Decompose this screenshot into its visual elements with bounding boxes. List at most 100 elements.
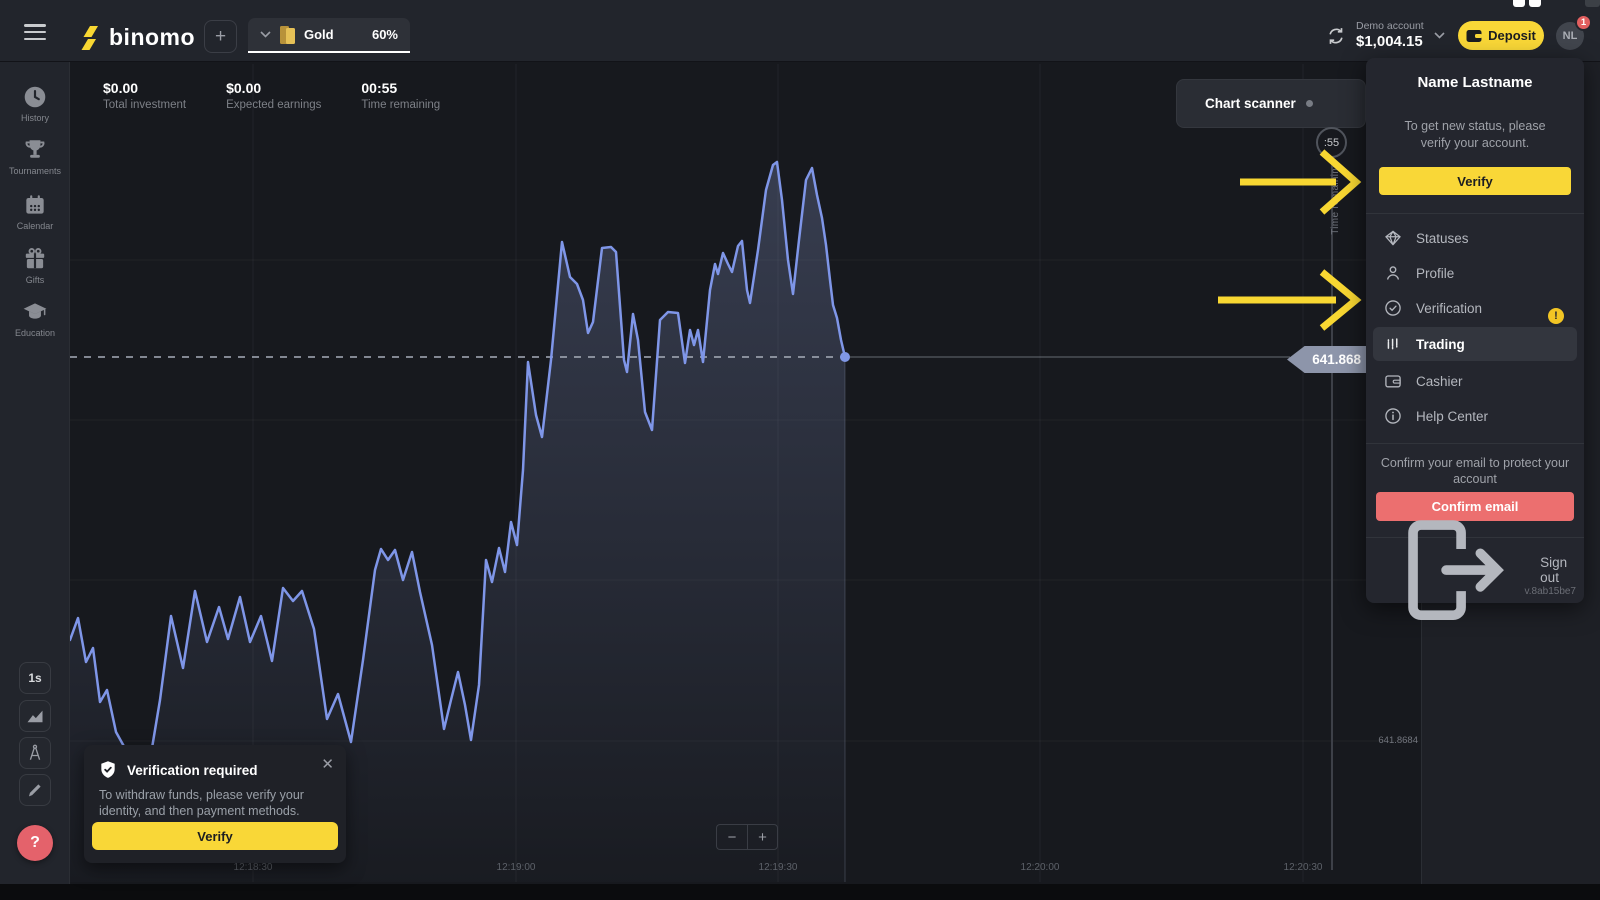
candles-chart-icon <box>1387 338 1398 350</box>
trophy-icon <box>25 140 45 158</box>
timeframe-label: 1s <box>28 671 42 685</box>
menu-item-help-center[interactable]: Help Center <box>1373 399 1577 433</box>
pencil-icon <box>29 784 41 797</box>
help-button[interactable]: ? <box>17 825 53 861</box>
sidebar-item-label: Education <box>14 328 56 338</box>
sign-out-button[interactable]: Sign out <box>1373 520 1577 620</box>
binomo-bolt-icon <box>81 25 98 50</box>
deposit-label: Deposit <box>1488 28 1536 43</box>
history-clock-icon <box>24 86 46 108</box>
deadline-timer-value: :55 <box>1323 136 1340 149</box>
area-chart-icon <box>27 710 43 723</box>
stat-total-investment: $0.00 Total investment <box>103 80 186 111</box>
diamond-icon <box>1385 230 1401 246</box>
check-circle-icon <box>1385 300 1401 316</box>
chart-scanner-label: Chart scanner <box>1205 96 1296 111</box>
asset-tab-gold[interactable]: Gold 60% <box>248 18 410 53</box>
add-asset-button[interactable]: + <box>204 20 237 53</box>
timeframe-button[interactable]: 1s <box>19 662 51 694</box>
drawing-tool-button[interactable] <box>19 774 51 806</box>
binomo-logo[interactable]: binomo <box>80 24 195 51</box>
notification-badge: 1 <box>1575 14 1592 31</box>
menu-item-label: Profile <box>1416 265 1455 281</box>
graduation-cap-icon <box>23 303 47 319</box>
drafting-compass-icon <box>29 744 41 760</box>
menu-item-statuses[interactable]: Statuses <box>1373 221 1577 255</box>
indicators-button[interactable] <box>19 737 51 769</box>
avatar-initials: NL <box>1562 30 1578 42</box>
confirm-email-button[interactable]: Confirm email <box>1376 492 1574 521</box>
sidebar-item-tournaments[interactable]: Tournaments <box>0 137 70 176</box>
stat-value: $0.00 <box>226 80 262 96</box>
account-panel: Name Lastname To get new status, please … <box>1366 58 1584 620</box>
notification-count: 1 <box>1580 17 1587 28</box>
overlay-clip-bar-icon <box>1513 0 1525 7</box>
stat-label: Time remaining <box>361 99 441 111</box>
overlay-clip-bar-icon <box>1529 0 1541 7</box>
chart-type-button[interactable] <box>19 700 51 732</box>
zoom-in-button[interactable]: + <box>747 824 778 850</box>
sign-out-label: Sign out <box>1540 555 1568 585</box>
gift-icon <box>25 248 45 269</box>
sidebar-item-history[interactable]: History <box>0 84 70 123</box>
time-tick: 12:18:30 <box>233 862 273 873</box>
current-price-tag: 641.868 <box>1287 346 1367 373</box>
time-tick: 12:20:30 <box>1283 862 1323 873</box>
chart-scanner-button[interactable]: Chart scanner <box>1176 79 1366 128</box>
price-chart-svg[interactable] <box>70 62 1421 884</box>
sidebar-item-education[interactable]: Education <box>0 299 70 338</box>
account-holder-name: Name Lastname <box>1417 74 1533 91</box>
trade-stats: $0.00 Total investment $0.00 Expected ea… <box>103 80 440 111</box>
time-remaining-axis-label: Time remaining <box>1330 162 1341 235</box>
person-icon <box>1386 266 1400 280</box>
close-icon[interactable]: ✕ <box>321 756 334 773</box>
deadline-timer-badge: :55 <box>1316 127 1347 158</box>
verification-warning-badge: ! <box>1548 308 1564 324</box>
menu-item-label: Trading <box>1416 336 1465 352</box>
menu-item-cashier[interactable]: Cashier <box>1373 364 1577 398</box>
menu-item-trading[interactable]: Trading <box>1373 327 1577 361</box>
menu-item-label: Help Center <box>1416 408 1489 424</box>
account-selector[interactable]: Demo account $1,004.15 <box>1356 20 1434 50</box>
time-tick: 12:20:00 <box>1020 862 1060 873</box>
zoom-out-button[interactable]: − <box>716 824 747 850</box>
asset-payout: 60% <box>371 27 398 42</box>
info-circle-icon <box>1385 408 1401 424</box>
menu-hamburger-icon[interactable] <box>24 24 46 40</box>
refresh-balance-icon[interactable] <box>1326 26 1346 46</box>
deposit-button[interactable]: Deposit <box>1458 21 1544 50</box>
account-type-label: Demo account <box>1356 20 1424 32</box>
calendar-icon <box>26 195 44 214</box>
popup-body: To withdraw funds, please verify your id… <box>99 788 304 819</box>
stat-time-remaining: 00:55 Time remaining <box>361 80 440 111</box>
menu-item-verification[interactable]: Verification <box>1373 291 1577 325</box>
time-tick: 12:19:00 <box>496 862 536 873</box>
verification-popup: Verification required ✕ To withdraw fund… <box>84 745 346 863</box>
chevron-down-icon <box>260 31 271 38</box>
sidebar-item-gifts[interactable]: Gifts <box>0 246 70 285</box>
stat-label: Expected earnings <box>226 99 322 111</box>
left-sidebar: History Tournaments Calendar <box>0 62 70 884</box>
stat-expected-earnings: $0.00 Expected earnings <box>226 80 321 111</box>
chart-zoom-controls: − + <box>716 824 778 850</box>
status-hint-text: To get new status, please verify your ac… <box>1404 119 1546 150</box>
help-question-icon: ? <box>30 834 40 851</box>
menu-item-profile[interactable]: Profile <box>1373 256 1577 290</box>
menu-item-label: Verification <box>1416 300 1483 316</box>
chevron-down-icon[interactable] <box>1434 32 1445 39</box>
sidebar-item-label: Tournaments <box>8 166 62 176</box>
stat-value: $0.00 <box>103 80 139 96</box>
top-bar: binomo + Gold 60% Demo account $1,004.15 <box>0 0 1600 62</box>
menu-item-label: Cashier <box>1416 373 1463 389</box>
sign-out-icon <box>1408 520 1504 620</box>
price-axis-label: 641.8684 <box>1378 735 1418 746</box>
account-balance: $1,004.15 <box>1356 33 1423 50</box>
popup-verify-button[interactable]: Verify <box>92 822 338 850</box>
sidebar-item-calendar[interactable]: Calendar <box>0 192 70 231</box>
panel-verify-button[interactable]: Verify <box>1379 167 1571 195</box>
popup-title: Verification required <box>127 762 258 778</box>
overlay-clip-icon <box>1585 0 1600 7</box>
shield-check-icon <box>101 761 115 778</box>
stat-label: Total investment <box>103 99 187 111</box>
